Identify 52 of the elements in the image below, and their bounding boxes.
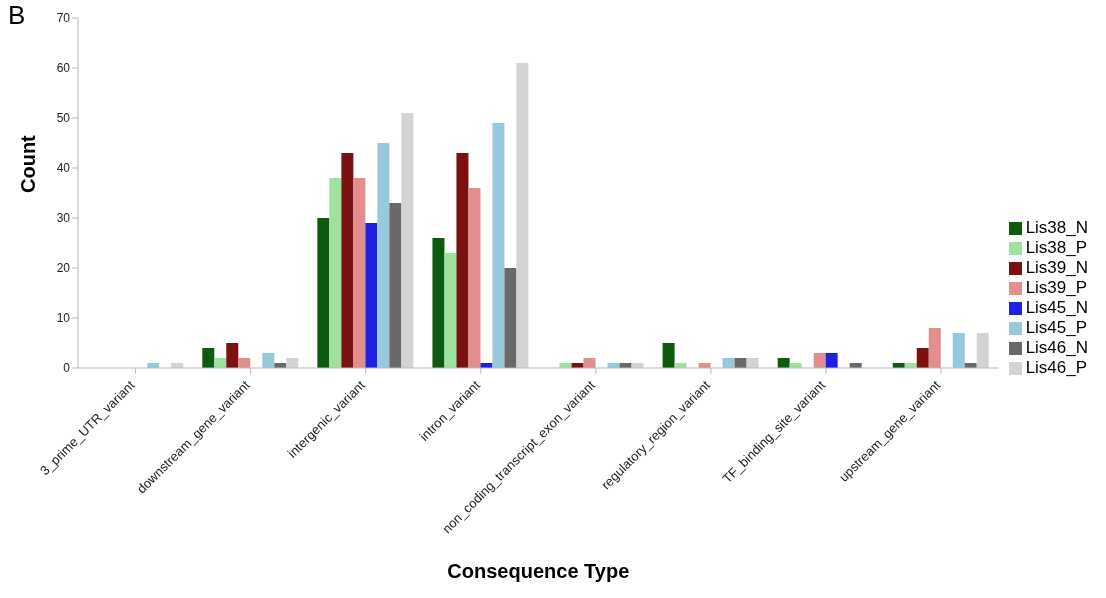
bar (722, 358, 735, 368)
y-tick-label: 70 (56, 11, 71, 26)
legend-label: Lis38_P (1025, 238, 1088, 257)
bar (492, 123, 505, 368)
legend-label: Lis39_N (1025, 258, 1088, 277)
bar (777, 358, 790, 368)
bar (401, 113, 414, 368)
bar (928, 328, 941, 368)
bar (365, 223, 378, 368)
bar (583, 358, 596, 368)
bar (238, 358, 251, 368)
legend-label: Lis39_P (1025, 278, 1088, 297)
bar (432, 238, 445, 368)
bar (329, 178, 342, 368)
bar (734, 358, 747, 368)
bar (746, 358, 759, 368)
bar (389, 203, 402, 368)
bar (976, 333, 989, 368)
bar (516, 63, 529, 368)
y-tick-label: 10 (56, 311, 71, 326)
y-tick-label: 0 (63, 361, 71, 376)
bar (226, 343, 239, 368)
bar (456, 153, 469, 368)
y-tick-label: 20 (56, 261, 71, 276)
y-tick-label: 50 (56, 111, 71, 126)
y-tick-label: 60 (56, 61, 71, 76)
bar (825, 353, 838, 368)
bar (286, 358, 299, 368)
bar (468, 188, 481, 368)
legend-label: Lis45_P (1025, 318, 1088, 337)
y-tick-label: 40 (56, 161, 71, 176)
x-axis-title: Consequence Type (447, 560, 630, 582)
bar (317, 218, 330, 368)
bar (262, 353, 275, 368)
text: B (8, 0, 26, 31)
bar (504, 268, 517, 368)
bar (202, 348, 215, 368)
bar (377, 143, 390, 368)
y-axis-title: Count (17, 134, 40, 193)
bar (341, 153, 354, 368)
legend-label: Lis45_N (1025, 298, 1088, 317)
bar (916, 348, 929, 368)
bar (662, 343, 675, 368)
legend-label: Lis46_P (1025, 358, 1088, 377)
bar (214, 358, 227, 368)
legend-label: Lis38_N (1025, 218, 1088, 237)
bar (353, 178, 366, 368)
bar (813, 353, 826, 368)
bar (952, 333, 965, 368)
bar (444, 253, 457, 368)
y-tick-label: 30 (56, 211, 71, 226)
legend-label: Lis46_N (1025, 338, 1088, 357)
